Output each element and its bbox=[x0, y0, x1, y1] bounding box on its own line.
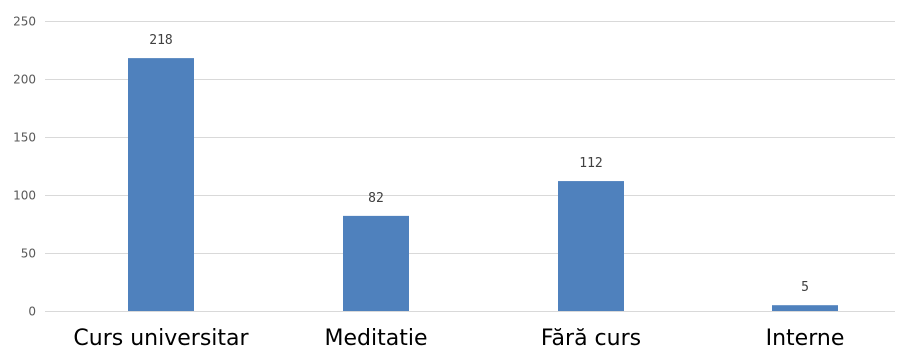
bar bbox=[343, 215, 409, 311]
data-label: 112 bbox=[579, 156, 602, 171]
data-label: 82 bbox=[368, 191, 384, 206]
bar bbox=[128, 58, 194, 312]
category-label: Meditatie bbox=[325, 326, 428, 348]
y-tick-label: 0 bbox=[28, 305, 36, 319]
y-axis-tick-labels: 0 50 100 150 200 250 bbox=[13, 15, 36, 319]
bar bbox=[772, 305, 838, 311]
category-label: Fără curs bbox=[541, 326, 641, 348]
category-label: Interne bbox=[766, 326, 845, 348]
y-tick-label: 150 bbox=[13, 131, 36, 145]
bars bbox=[128, 58, 838, 312]
x-axis-category-labels: Curs universitar Meditatie Fără curs Intern… bbox=[73, 326, 844, 348]
y-tick-label: 250 bbox=[13, 15, 36, 29]
category-label: Curs universitar bbox=[73, 326, 249, 348]
y-tick-label: 50 bbox=[21, 247, 36, 261]
data-labels: 218 82 112 5 bbox=[149, 33, 809, 295]
data-label: 218 bbox=[149, 33, 172, 48]
data-label: 5 bbox=[801, 280, 809, 295]
bar bbox=[558, 181, 624, 311]
y-tick-label: 200 bbox=[13, 73, 36, 87]
y-tick-label: 100 bbox=[13, 189, 36, 203]
